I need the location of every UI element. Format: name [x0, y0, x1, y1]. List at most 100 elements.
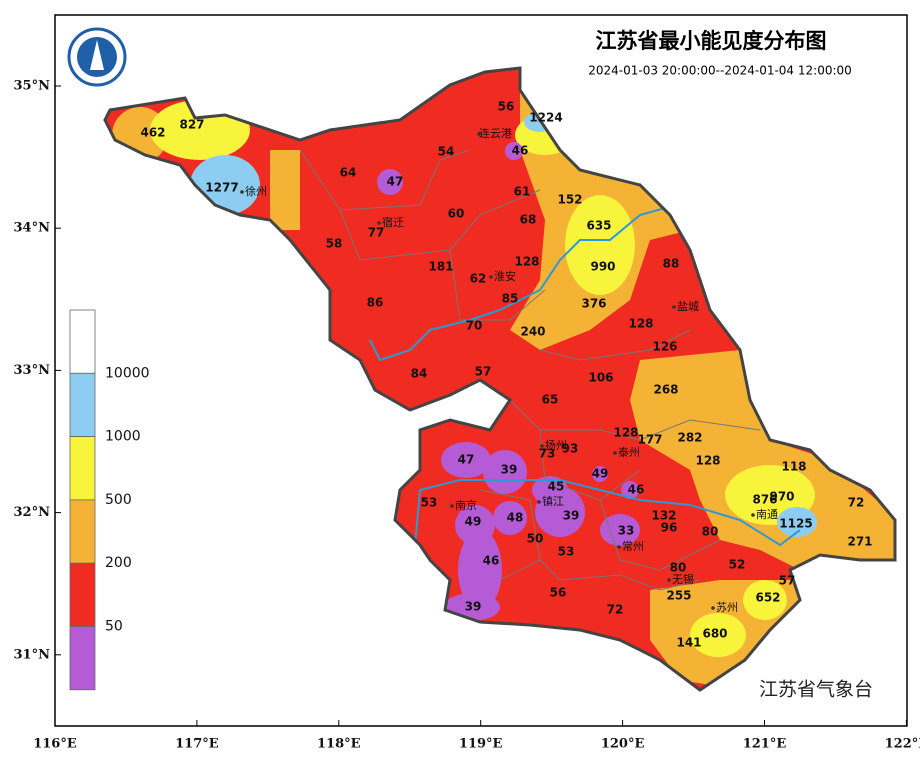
station-value: 53 [421, 496, 438, 510]
station-value: 462 [140, 126, 165, 140]
station-value: 990 [590, 260, 615, 274]
station-value: 33 [618, 524, 635, 538]
x-tick-label: 122°E [885, 737, 920, 752]
station-value: 128 [628, 317, 653, 331]
y-tick-label: 31°N [14, 647, 51, 662]
station-value: 282 [677, 431, 702, 445]
station-value: 93 [562, 442, 579, 456]
station-value: 56 [550, 586, 567, 600]
logo [67, 27, 127, 87]
station-value: 61 [514, 185, 531, 199]
station-value: 255 [666, 589, 691, 603]
station-value: 50 [527, 532, 544, 546]
station-value: 827 [179, 118, 204, 132]
city-name: 扬州 [545, 438, 567, 452]
footer: 江苏省气象台 [759, 679, 873, 701]
station-value: 177 [637, 433, 662, 447]
x-tick-label: 120°E [601, 737, 645, 752]
legend-label: 1000 [105, 429, 141, 445]
city-dot [477, 132, 481, 136]
subtitle: 2024-01-03 20:00:00--2024-01-04 12:00:00 [588, 64, 852, 78]
station-value: 53 [558, 545, 575, 559]
station-value: 268 [653, 383, 678, 397]
station-value: 39 [501, 463, 518, 477]
rivers [369, 207, 801, 547]
city-name: 淮安 [494, 269, 516, 283]
y-tick-label: 33°N [14, 363, 51, 378]
legend-label: 50 [105, 619, 123, 635]
station-value: 240 [520, 325, 545, 339]
city-name: 无锡 [672, 572, 694, 586]
station-value: 1125 [779, 517, 812, 531]
station-value: 57 [475, 365, 492, 379]
station-value: 45 [548, 480, 565, 494]
station-value: 635 [586, 219, 611, 233]
station-value: 1224 [529, 111, 562, 125]
station-value: 652 [755, 591, 780, 605]
station-value: 72 [848, 496, 865, 510]
station-value: 126 [652, 340, 677, 354]
city-dot [377, 221, 381, 225]
city-name: 镇江 [542, 494, 564, 508]
station-value: 271 [847, 535, 872, 549]
city-name: 宿迁 [382, 215, 404, 229]
x-tick-label: 119°E [459, 737, 503, 752]
title: 江苏省最小能见度分布图 [596, 29, 827, 53]
station-value: 72 [607, 603, 624, 617]
city-dot [537, 500, 541, 504]
station-value: 77 [368, 226, 385, 240]
city-name: 徐州 [245, 184, 267, 198]
city-dot [667, 578, 671, 582]
legend-swatch [69, 372, 96, 437]
y-tick-label: 32°N [14, 505, 51, 520]
city-dot [240, 190, 244, 194]
city-dot [672, 305, 676, 309]
station-value: 181 [428, 260, 453, 274]
station-value: 84 [411, 367, 428, 381]
station-value: 876 [752, 493, 777, 507]
city-dot [617, 545, 621, 549]
x-tick-label: 116°E [33, 737, 77, 752]
station-value: 680 [702, 627, 727, 641]
station-value: 86 [367, 296, 384, 310]
station-value: 47 [458, 453, 475, 467]
station-value: 106 [588, 371, 613, 385]
x-tick-label: 121°E [743, 737, 787, 752]
station-value: 39 [465, 600, 482, 614]
city-name: 常州 [622, 540, 644, 553]
legend-label: 10000 [105, 365, 150, 381]
station-value: 52 [729, 558, 746, 572]
city-dot [450, 504, 454, 508]
station-value: 85 [502, 292, 519, 306]
station-value: 56 [498, 100, 515, 114]
station-value: 60 [448, 207, 465, 221]
station-value: 46 [628, 483, 645, 497]
station-value: 54 [438, 145, 455, 159]
legend-swatch [69, 436, 96, 501]
station-value: 80 [702, 525, 719, 539]
station-value: 152 [557, 193, 582, 207]
city-name: 苏州 [716, 601, 738, 614]
station-value: 39 [563, 509, 580, 523]
x-tick-label: 117°E [175, 737, 219, 752]
legend-swatch [69, 309, 96, 374]
station-value: 49 [592, 467, 609, 481]
station-value: 62 [470, 272, 487, 286]
station-value: 1277 [205, 181, 238, 195]
station-value: 49 [465, 515, 482, 529]
station-value: 58 [326, 237, 343, 251]
city-name: 泰州 [618, 445, 640, 459]
x-tick-label: 118°E [317, 737, 361, 752]
station-value: 132 [651, 509, 676, 523]
station-value: 88 [663, 257, 680, 271]
station-value: 46 [512, 144, 529, 158]
station-value: 118 [781, 460, 806, 474]
city-dot [711, 606, 715, 610]
city-boundaries [299, 149, 761, 591]
station-value: 376 [581, 297, 606, 311]
station-value: 80 [670, 561, 687, 575]
city-dot [540, 444, 544, 448]
y-tick-label: 34°N [14, 221, 51, 236]
legend-label: 500 [105, 492, 132, 508]
legend-label: 200 [105, 555, 132, 571]
